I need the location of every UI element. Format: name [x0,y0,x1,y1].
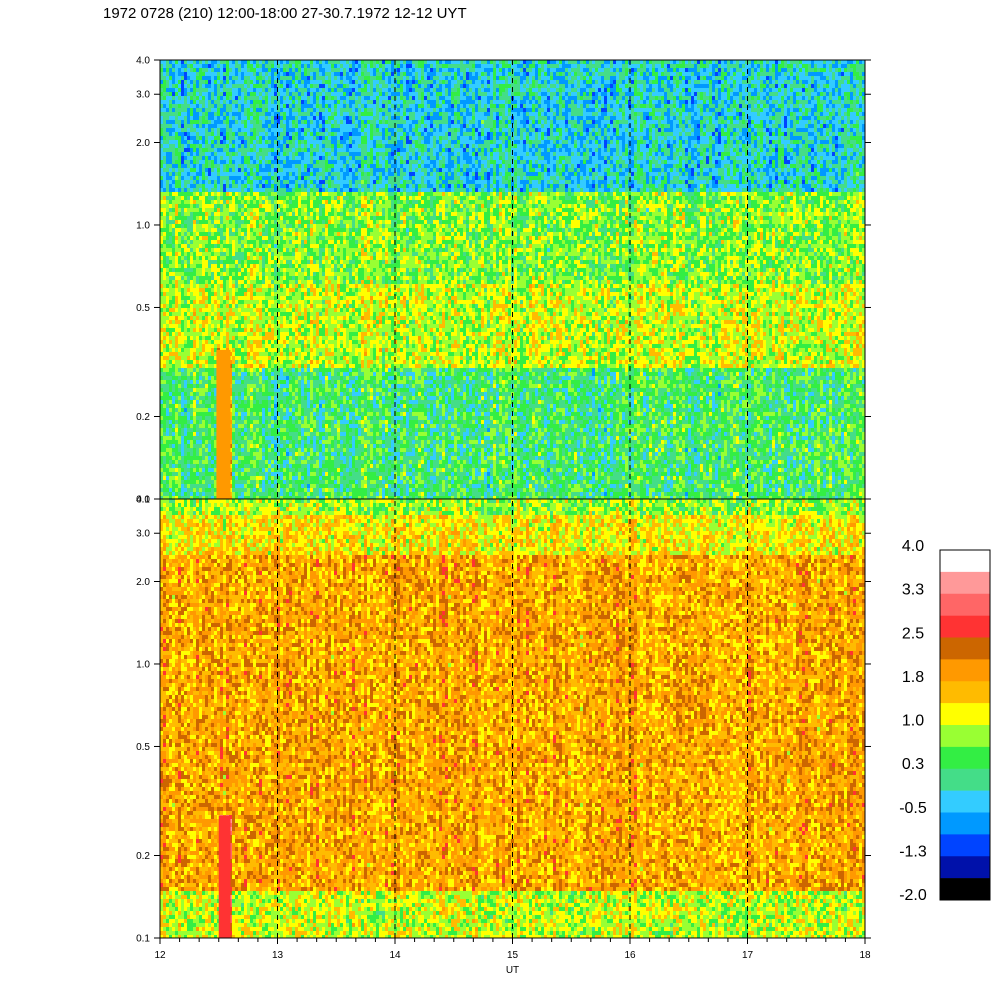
colorbar-swatch [940,638,990,660]
colorbar-swatch [940,747,990,769]
x-tick-label: 13 [272,950,284,961]
colorbar-label: 2.5 [902,625,924,642]
colorbar-label: -1.3 [899,843,927,860]
colorbar-swatch [940,572,990,594]
y-tick-label: 0.1 [136,934,150,945]
x-tick-label: 12 [154,950,166,961]
x-tick-label: 18 [859,950,871,961]
colorbar-swatch [940,813,990,835]
x-tick-label: 15 [507,950,519,961]
colorbar-label: 3.3 [902,582,924,599]
x-axis-label: UT [506,965,519,976]
colorbar-swatch [940,878,990,900]
x-tick-label: 17 [742,950,754,961]
y-tick-label: 3.0 [136,90,150,101]
colorbar: 4.0 3.3 2.5 1.8 1.0 0.3 -0.5 -1.3 -2.0 [899,538,990,904]
colorbar-swatch [940,791,990,813]
y-tick-label: 1.0 [136,659,150,670]
y-tick-label: 2.0 [136,577,150,588]
colorbar-label: -0.5 [899,800,927,817]
colorbar-label: 0.3 [902,756,924,773]
colorbar-swatch [940,769,990,791]
y-tick-label: 1.0 [136,220,150,231]
colorbar-label: 4.0 [902,538,924,555]
colorbar-label: 1.8 [902,669,924,686]
y-tick-label: 0.2 [136,412,150,423]
y-tick-label: 0.5 [136,742,150,753]
y-tick-label: 0.5 [136,303,150,314]
colorbar-swatch [940,594,990,616]
colorbar-swatch [940,681,990,703]
colorbar-swatch [940,856,990,878]
spectral-feature [216,350,230,499]
colorbar-swatch [940,703,990,725]
colorbar-swatch [940,659,990,681]
y-tick-label: 3.0 [136,529,150,540]
colorbar-swatch [940,834,990,856]
colorbar-swatch [940,550,990,572]
x-tick-label: 14 [389,950,401,961]
y-tick-label: 0.2 [136,851,150,862]
colorbar-label: 1.0 [902,713,924,730]
y-tick-label: 2.0 [136,138,150,149]
spectral-feature [219,815,231,938]
colorbar-label: -2.0 [899,887,927,904]
colorbar-swatch [940,725,990,747]
colorbar-swatch [940,616,990,638]
y-tick-label: 4.0 [136,495,150,506]
x-tick-label: 16 [624,950,636,961]
y-tick-label: 4.0 [136,56,150,67]
